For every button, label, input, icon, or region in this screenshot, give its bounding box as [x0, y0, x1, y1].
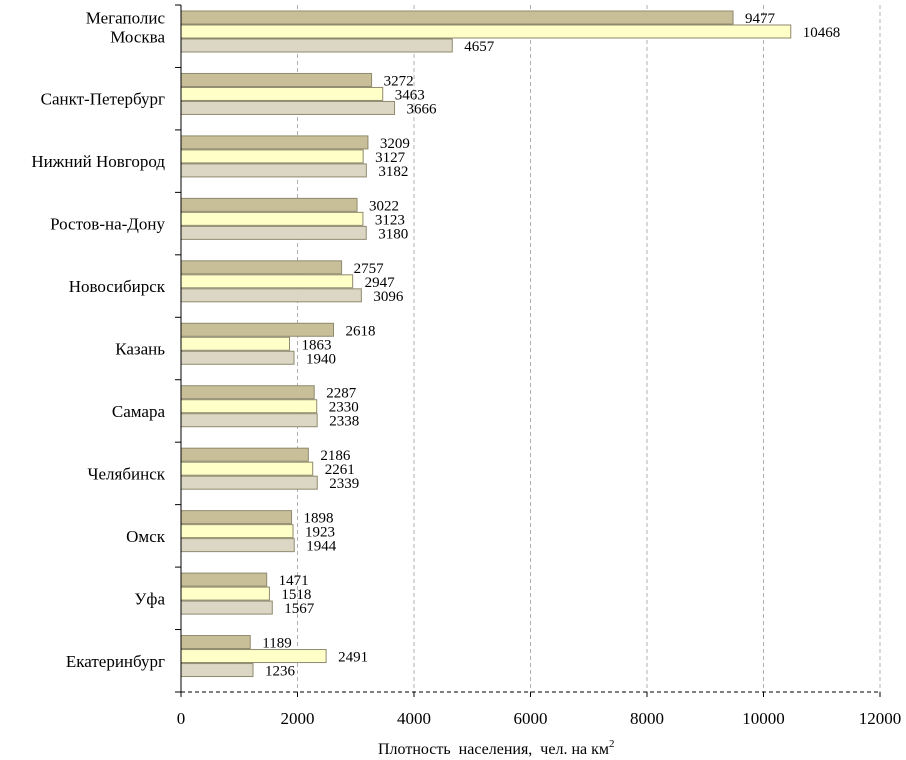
- value-label: 10468: [803, 25, 841, 41]
- category-label: Омск: [126, 527, 166, 546]
- value-label: 3272: [384, 73, 414, 89]
- category-label: Челябинск: [87, 464, 165, 483]
- value-label: 1189: [262, 636, 291, 652]
- axes: [175, 4, 881, 697]
- x-tick-labels: 0 2000 4000 6000 8000 10000 12000: [177, 709, 902, 728]
- bar: [180, 149, 364, 164]
- bar: [180, 100, 396, 115]
- value-label: 3123: [375, 212, 405, 228]
- category-label: Ростов-на-Дону: [50, 215, 165, 234]
- bar: [180, 572, 268, 587]
- x-axis-label: Плотность населения, чел. на км2: [378, 738, 615, 758]
- category-label: Уфа: [134, 589, 165, 608]
- value-label: 2618: [345, 323, 375, 339]
- x-axis-label-text: Плотность населения, чел. на км: [378, 741, 609, 758]
- value-label: 1863: [302, 337, 332, 353]
- value-label: 1471: [279, 573, 309, 589]
- x-tick-label: 4000: [397, 709, 431, 728]
- bar: [180, 135, 369, 150]
- value-label: 4657: [464, 39, 495, 55]
- value-label: 3209: [380, 136, 410, 152]
- category-label: Екатеринбург: [66, 652, 165, 671]
- bar: [180, 225, 367, 240]
- bar: [180, 86, 384, 101]
- value-label: 9477: [745, 11, 776, 27]
- value-label: 1236: [265, 664, 296, 680]
- value-label: 3182: [378, 164, 408, 180]
- value-label: 2338: [329, 414, 359, 430]
- bar: [180, 586, 270, 601]
- x-tick-label: 8000: [630, 709, 664, 728]
- value-label: 3180: [378, 226, 408, 242]
- bar: [180, 635, 251, 650]
- value-label: 1940: [306, 351, 336, 367]
- bar: [180, 274, 354, 289]
- x-axis-label-superscript: 2: [609, 738, 615, 750]
- bar: [180, 211, 364, 226]
- value-label: 3666: [407, 101, 438, 117]
- bar: [180, 663, 254, 678]
- value-label: 1923: [305, 525, 335, 541]
- value-label: 3463: [395, 87, 425, 103]
- bar: [180, 510, 293, 525]
- bar: [180, 38, 453, 53]
- bar: [180, 288, 362, 303]
- value-label: 1567: [284, 601, 315, 617]
- bar: [180, 336, 291, 351]
- bar: [180, 72, 373, 87]
- value-label: 3022: [369, 198, 399, 214]
- category-label: Новосибирск: [69, 277, 166, 296]
- bar: [180, 350, 295, 365]
- x-tick-label: 12000: [859, 709, 902, 728]
- value-label: 2330: [329, 400, 359, 416]
- category-label: Нижний Новгород: [31, 152, 165, 171]
- bars: [180, 10, 792, 678]
- category-label: Казань: [115, 340, 165, 359]
- x-tick-label: 10000: [742, 709, 785, 728]
- category-label: Мегаполис Москва: [86, 9, 166, 47]
- x-tick-label: 2000: [281, 709, 315, 728]
- bar: [180, 538, 295, 553]
- value-label: 1944: [306, 539, 337, 555]
- bar: [180, 322, 334, 337]
- bar: [180, 10, 734, 25]
- bar: [180, 600, 273, 615]
- bar: [180, 524, 294, 539]
- category-label: Санкт-Петербург: [41, 90, 165, 109]
- bar: [180, 399, 318, 414]
- value-label: 2186: [320, 448, 351, 464]
- category-label: Самара: [112, 402, 166, 421]
- gridlines: [297, 5, 881, 692]
- bar: [180, 163, 367, 178]
- bar: [180, 385, 315, 400]
- x-tick-label: 6000: [514, 709, 548, 728]
- value-label: 2287: [326, 386, 357, 402]
- value-label: 2261: [325, 462, 355, 478]
- value-label: 2947: [365, 275, 396, 291]
- bar: [180, 649, 327, 664]
- x-tick-label: 0: [177, 709, 186, 728]
- bar: [180, 413, 318, 428]
- value-label: 2757: [354, 261, 385, 277]
- bar: [180, 260, 343, 275]
- value-label: 2339: [329, 476, 359, 492]
- value-label: 3127: [375, 150, 406, 166]
- bar: [180, 24, 792, 39]
- bar: [180, 447, 309, 462]
- value-label: 1518: [281, 587, 311, 603]
- category-labels: Мегаполис Москва Санкт-Петербург Нижний Нов…: [31, 9, 165, 671]
- bar: [180, 475, 318, 490]
- bar: [180, 197, 358, 212]
- value-label: 3096: [373, 289, 404, 305]
- value-label: 2491: [338, 650, 368, 666]
- value-label: 1898: [304, 511, 334, 527]
- bar: [180, 461, 314, 476]
